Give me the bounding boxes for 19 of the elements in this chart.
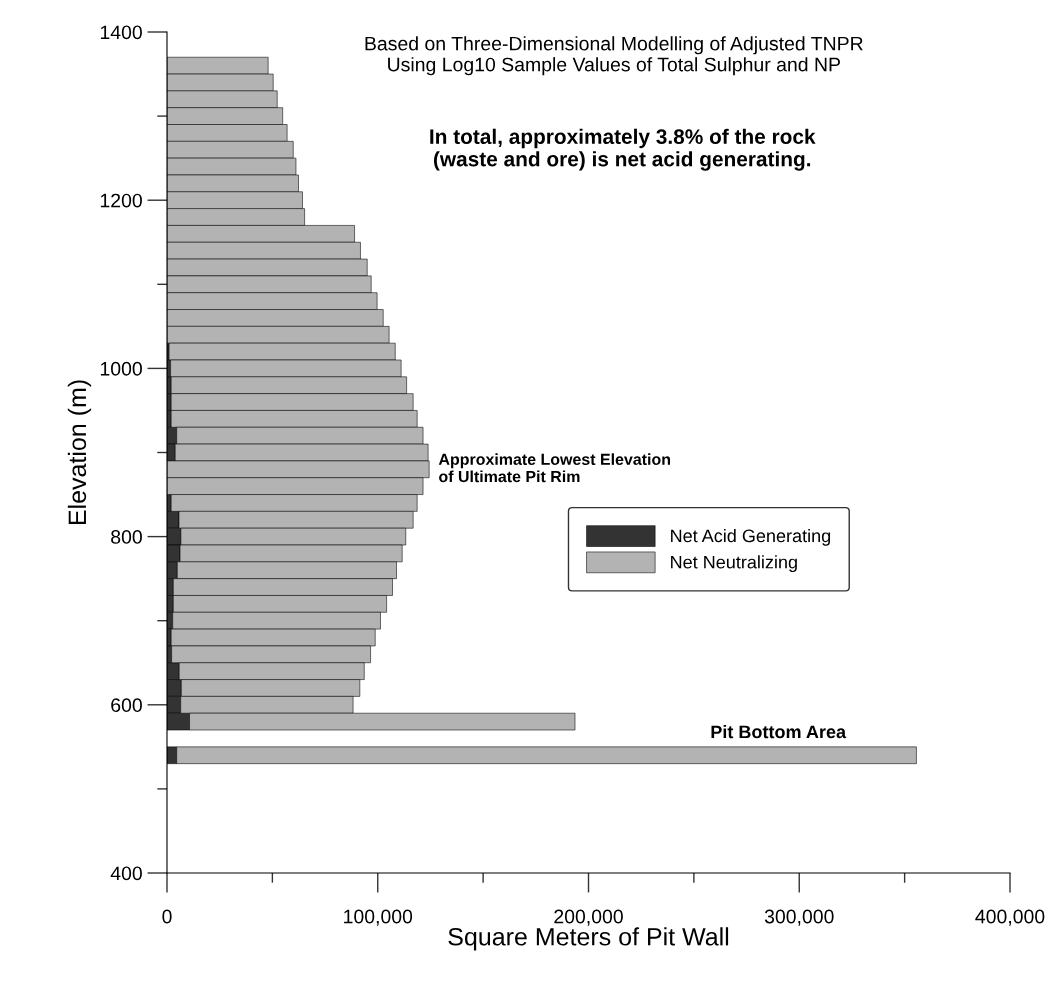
- text: In total, approximately 3.8% of the rock (waste and ore) is net acid generating.: [430, 128, 816, 171]
- legend-label: Net Acid Generating: [671, 529, 831, 546]
- x-tick-label: 400,000: [975, 909, 1045, 926]
- y-tick-label: 1400: [100, 25, 142, 40]
- y-axis-title: Elevation (m): [67, 380, 92, 525]
- x-tick-label: 200,000: [554, 909, 623, 926]
- legend-label: Net Neutralizing: [671, 555, 797, 573]
- text: Based on Three-Dimensional Modelling of Adjusted TNPR Using Log10 Sample Values of Total Sulphur and NP: [365, 36, 863, 76]
- annotation: Pit Bottom Area: [711, 724, 847, 739]
- x-tick-label: 100,000: [344, 909, 413, 926]
- y-tick-label: 600: [111, 698, 142, 713]
- y-tick-label: 400: [110, 866, 142, 881]
- x-tick-label: 0: [162, 909, 172, 924]
- x-tick-label: 300,000: [764, 909, 834, 926]
- y-tick-label: 1000: [100, 361, 142, 376]
- annotation: Approximate Lowest Elevation of Ultimate Pit Rim: [438, 453, 670, 483]
- y-tick-label: 1200: [100, 193, 142, 208]
- y-tick-label: 800: [111, 530, 142, 544]
- x-axis-title: Square Meters of Pit Wall: [448, 927, 729, 951]
